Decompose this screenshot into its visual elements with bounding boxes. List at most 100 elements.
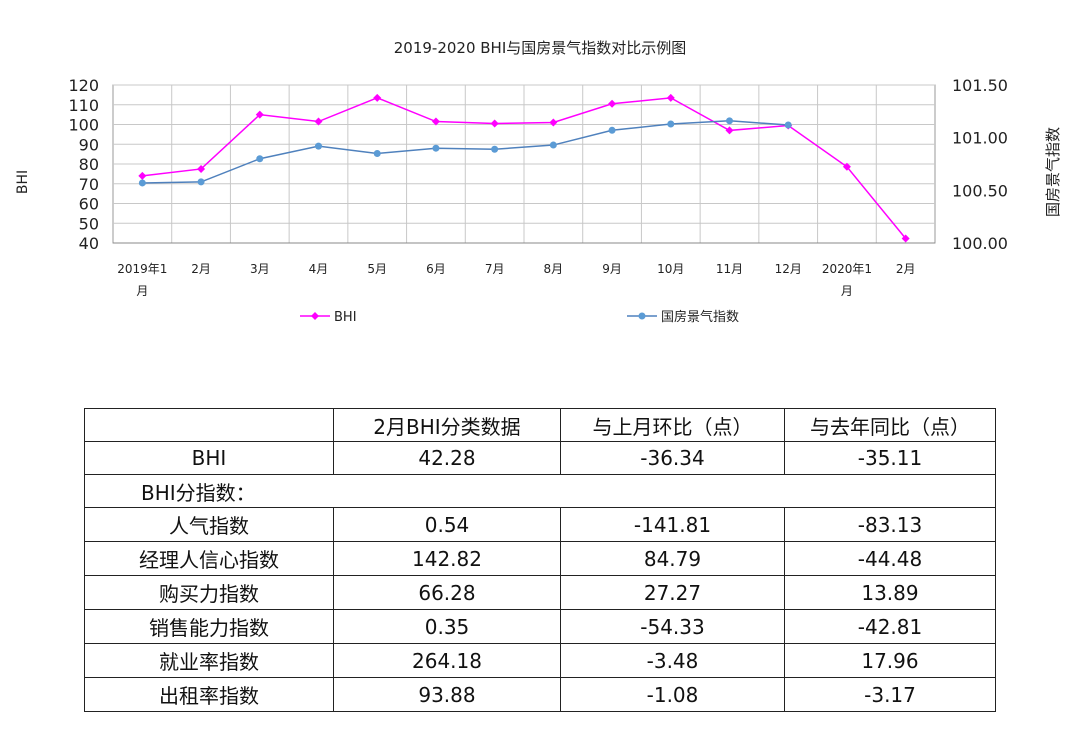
x-tick-label: 3月 <box>250 262 270 276</box>
y-tick-label: 120 <box>68 76 99 95</box>
bhi-point <box>901 234 910 243</box>
y-tick-label: 40 <box>79 234 99 253</box>
cell: 27.27 <box>560 575 785 610</box>
cell: 0.35 <box>333 609 561 644</box>
y-tick-label: 60 <box>79 195 99 214</box>
cell: 0.54 <box>333 507 561 542</box>
index-point <box>138 179 146 187</box>
table-row: 购买力指数 66.28 27.27 13.89 <box>84 575 996 610</box>
y-tick-label: 80 <box>79 155 99 174</box>
table-row: 就业率指数 264.18 -3.48 17.96 <box>84 643 996 678</box>
bhi-point <box>666 93 675 102</box>
index-point <box>491 145 499 153</box>
cell: -141.81 <box>560 507 785 542</box>
bhi-point <box>314 117 323 126</box>
cell: 13.89 <box>784 575 996 610</box>
cell: 17.96 <box>784 643 996 678</box>
cell: -36.34 <box>560 441 785 475</box>
x-tick-label: 7月 <box>485 262 505 276</box>
x-tick-label: 2月 <box>191 262 211 276</box>
bhi-point <box>608 99 617 108</box>
table-row: 人气指数 0.54 -141.81 -83.13 <box>84 507 996 542</box>
y2-tick-label: 101.50 <box>952 76 1008 95</box>
cell: -83.13 <box>784 507 996 542</box>
y-tick-label: 70 <box>79 175 99 194</box>
header-cell: 与上月环比（点） <box>560 408 785 442</box>
table-row: 经理人信心指数 142.82 84.79 -44.48 <box>84 541 996 576</box>
index-point <box>432 144 440 152</box>
bhi-point <box>197 164 206 173</box>
legend-bhi: BHI <box>334 310 357 325</box>
index-point <box>315 142 322 150</box>
x-tick-label: 5月 <box>367 262 387 276</box>
chart: 2019-2020 BHI与国房景气指数对比示例图 BHI 国房景气指数 405… <box>15 39 1062 325</box>
bhi-point <box>842 162 851 171</box>
x-tick-label: 9月 <box>602 262 622 276</box>
cell: 66.28 <box>333 575 561 610</box>
x-tick-label: 4月 <box>309 262 329 276</box>
x-tick-label: 10月 <box>657 262 684 276</box>
cell: 42.28 <box>333 441 561 475</box>
y2-tick-label: 100.50 <box>952 181 1008 200</box>
cell: -3.17 <box>784 677 996 712</box>
y2-tick-label: 101.00 <box>952 129 1008 148</box>
index-point <box>256 155 264 163</box>
index-point <box>726 117 733 125</box>
index-point <box>549 141 557 149</box>
cell: -35.11 <box>784 441 996 475</box>
cell: 264.18 <box>333 643 561 678</box>
cell: -42.81 <box>784 609 996 644</box>
bhi-point <box>549 118 558 127</box>
legend-index: 国房景气指数 <box>661 309 739 325</box>
cell: 93.88 <box>333 677 561 712</box>
bhi-point <box>490 119 499 128</box>
x-tick-label: 2019年1 月 <box>117 262 167 298</box>
header-cell: 2月BHI分类数据 <box>333 408 561 442</box>
row-label: 销售能力指数 <box>84 609 334 644</box>
y-tick-label: 100 <box>68 116 99 135</box>
table-row: 出租率指数 93.88 -1.08 -3.17 <box>84 677 996 712</box>
index-point <box>197 178 205 186</box>
chart-title: 2019-2020 BHI与国房景气指数对比示例图 <box>394 39 687 57</box>
x-tick-label: 2月 <box>896 262 916 276</box>
bhi-point <box>255 110 264 119</box>
table-row: 销售能力指数 0.35 -54.33 -42.81 <box>84 609 996 644</box>
cell: -1.08 <box>560 677 785 712</box>
bhi-data-table: 2月BHI分类数据 与上月环比（点） 与去年同比（点） BHI 42.28 -3… <box>84 408 996 712</box>
row-label: 人气指数 <box>84 507 334 542</box>
row-label: 购买力指数 <box>84 575 334 610</box>
y2-tick-label: 100.00 <box>952 234 1008 253</box>
bhi-point <box>725 126 734 135</box>
table-row: BHI 42.28 -36.34 -35.11 <box>84 441 996 475</box>
index-point <box>608 126 616 134</box>
sub-index-title: BHI分指数： <box>84 474 996 508</box>
header-cell: 与去年同比（点） <box>784 408 996 442</box>
y-axis-label: BHI <box>15 170 31 194</box>
legend-bhi-marker <box>311 312 319 320</box>
bhi-point <box>431 117 440 126</box>
y-tick-label: 50 <box>79 214 99 233</box>
row-label: 经理人信心指数 <box>84 541 334 576</box>
bhi-point <box>373 93 382 102</box>
series-line-0 <box>142 97 907 239</box>
cell: -44.48 <box>784 541 996 576</box>
table-subheader-row: BHI分指数： <box>84 474 996 508</box>
row-label: BHI <box>84 441 334 475</box>
index-point <box>667 120 675 128</box>
y-tick-label: 110 <box>68 96 99 115</box>
y-tick-label: 90 <box>79 135 99 154</box>
x-tick-label: 12月 <box>775 262 802 276</box>
row-label: 出租率指数 <box>84 677 334 712</box>
cell: -54.33 <box>560 609 785 644</box>
bhi-point <box>138 171 147 180</box>
cell: -3.48 <box>560 643 785 678</box>
x-tick-label: 11月 <box>716 262 743 276</box>
legend-index-marker <box>638 312 646 320</box>
table-header-row: 2月BHI分类数据 与上月环比（点） 与去年同比（点） <box>84 408 996 442</box>
header-cell <box>84 408 334 442</box>
x-tick-label: 2020年1 月 <box>822 262 872 298</box>
cell: 84.79 <box>560 541 785 576</box>
x-tick-label: 8月 <box>544 262 564 276</box>
series-line-1 <box>142 120 789 184</box>
x-tick-label: 6月 <box>426 262 446 276</box>
